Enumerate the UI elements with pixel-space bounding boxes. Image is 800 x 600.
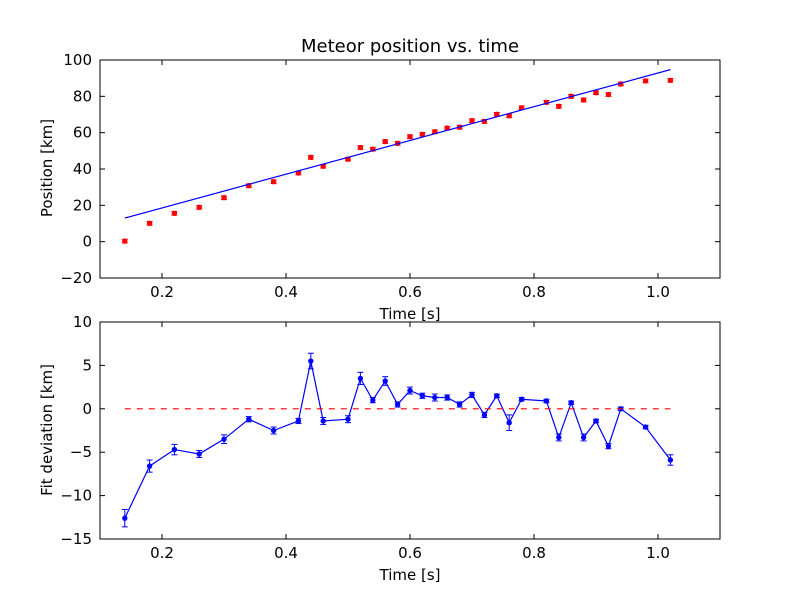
deviation-data-point [568,400,574,406]
deviation-deviation-line [124,360,671,519]
position-data-point [469,117,475,124]
deviation-y-tick-label: −5 [70,443,92,461]
deviation-data-point [320,418,326,424]
position-y-tick-label: 40 [73,160,92,178]
deviation-data-point [394,401,401,408]
deviation-data-point [605,443,612,449]
deviation-data-point [667,457,674,463]
position-chart-x-axis-label: Time [s] [379,305,441,323]
deviation-data-point [642,424,649,430]
deviation-data-point [444,394,450,401]
position-y-tick-label: 60 [73,124,92,142]
position-y-tick-label: 80 [73,87,92,105]
deviation-data-point [580,434,587,441]
position-fit-line [124,69,671,219]
deviation-x-tick-label: 0.4 [274,544,298,562]
deviation-data-point [196,451,202,457]
deviation-chart: 0.2 0.4 0.6 0.8 1.0 −15 −10 −5 0 5 10 Time [s] Fit… [38,313,721,584]
deviation-x-tick-label: 1.0 [646,544,670,562]
position-x-tick-label: 0.8 [522,283,546,301]
position-y-tick-label: −20 [60,269,92,287]
deviation-x-tick-label: 0.2 [150,544,174,562]
position-x-tick-label: 1.0 [646,283,670,301]
deviation-chart-y-axis-label: Fit deviation [km] [38,364,56,496]
position-data-point [556,103,562,110]
deviation-data-point [171,446,178,453]
position-y-tick-label: 0 [82,233,92,251]
deviation-y-tick-label: 10 [73,313,92,331]
deviation-data-point [469,392,475,398]
position-data-point [221,195,227,201]
deviation-data-point [370,397,376,403]
deviation-data-point [270,427,277,434]
deviation-data-point [382,378,388,384]
deviation-chart-plot-area: 0.2 0.4 0.6 0.8 1.0 −15 −10 −5 0 5 10 [60,313,721,562]
position-data-point [580,97,587,103]
deviation-data-point [308,358,314,364]
deviation-data-point [432,394,438,401]
deviation-data-point [494,393,500,399]
deviation-data-point [246,416,252,422]
position-data-point [270,179,277,185]
position-data-point [667,77,674,84]
deviation-x-tick-label: 0.8 [522,544,546,562]
deviation-y-tick-label: −10 [60,487,92,505]
position-data-point [122,238,128,244]
deviation-y-tick-label: 5 [82,356,92,374]
position-x-tick-label: 0.2 [150,283,174,301]
deviation-y-tick-label: −15 [60,530,92,548]
deviation-x-tick-label: 0.6 [398,544,422,562]
deviation-data-point [543,398,550,404]
deviation-data-point [407,387,413,394]
position-data-point [308,154,314,161]
deviation-data-point [419,393,426,399]
position-y-tick-label: 20 [73,196,92,214]
position-data-point [642,78,649,84]
deviation-data-point [481,412,488,418]
position-data-point [357,144,364,151]
deviation-data-point [295,418,302,424]
position-y-tick-label: 100 [63,51,92,69]
deviation-data-point [556,434,562,441]
deviation-data-point [506,419,512,426]
position-data-point [171,210,178,217]
deviation-data-point [345,416,351,422]
deviation-data-point [593,418,599,424]
position-data-point [605,91,612,98]
deviation-chart-x-axis-label: Time [s] [379,566,441,584]
deviation-data-point [456,401,463,408]
deviation-data-point [357,375,364,382]
deviation-data-point [146,463,153,469]
position-data-point [593,90,599,96]
deviation-data-point [122,515,128,521]
deviation-y-tick-label: 0 [82,400,92,418]
position-x-tick-label: 0.6 [398,283,422,301]
position-chart-title: Meteor position vs. time [301,36,519,57]
position-data-point [146,220,153,227]
position-data-point [196,204,202,211]
position-data-point [382,138,388,145]
position-chart-y-axis-label: Position [km] [38,119,56,217]
position-data-point [407,133,413,140]
position-x-tick-label: 0.4 [274,283,298,301]
position-chart: Meteor position vs. time 0.2 0.4 0.6 0.8 1.0… [38,36,721,323]
deviation-data-point [518,396,525,402]
position-chart-plot-area: 0.2 0.4 0.6 0.8 1.0 −20 0 20 40 60 80 100 [60,51,721,301]
position-data-point [419,131,426,138]
deviation-data-point [221,436,227,442]
